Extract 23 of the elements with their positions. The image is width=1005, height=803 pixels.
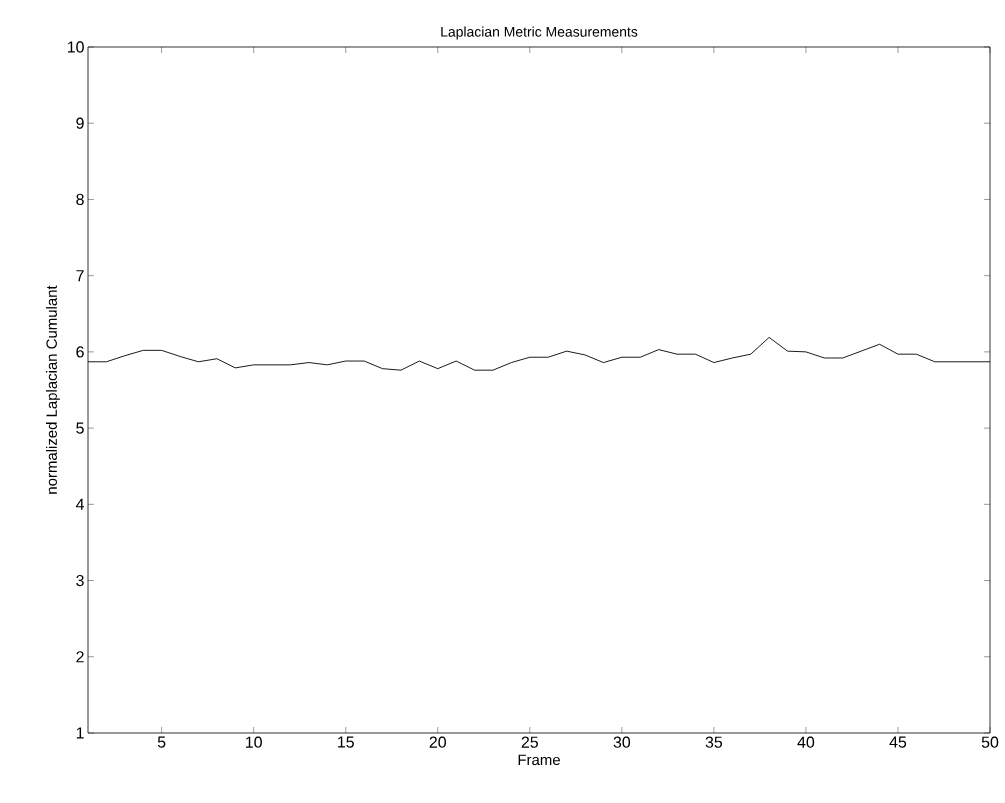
y-tick-label: 8 xyxy=(76,193,84,206)
y-tick-label: 5 xyxy=(76,422,84,434)
chart-title: Laplacian Metric Measurements xyxy=(441,26,638,40)
x-tick-label: 30 xyxy=(613,736,631,748)
x-tick-label: 5 xyxy=(157,736,166,748)
x-tick-label: 35 xyxy=(705,736,723,748)
x-tick-label: 10 xyxy=(246,736,262,748)
x-tick-label: 25 xyxy=(521,736,538,748)
x-axis-title: Frame xyxy=(518,754,560,766)
y-tick-label: 4 xyxy=(75,498,85,510)
x-tick-label: 50 xyxy=(981,736,999,748)
y-tick-label: 7 xyxy=(76,270,84,282)
y-tick-label: 9 xyxy=(76,117,84,129)
y-tick-label: 1 xyxy=(76,727,84,739)
y-axis-title: normalized Laplacian Cumulant xyxy=(45,285,60,494)
y-tick-label: 6 xyxy=(76,346,84,358)
x-tick-label: 40 xyxy=(797,736,815,748)
x-tick-label: 20 xyxy=(429,736,446,748)
y-tick-label: 3 xyxy=(76,574,84,587)
x-tick-label: 15 xyxy=(338,736,354,748)
y-tick-label: 10 xyxy=(67,41,84,53)
x-tick-label: 45 xyxy=(889,736,907,748)
y-tick-label: 2 xyxy=(76,651,84,663)
